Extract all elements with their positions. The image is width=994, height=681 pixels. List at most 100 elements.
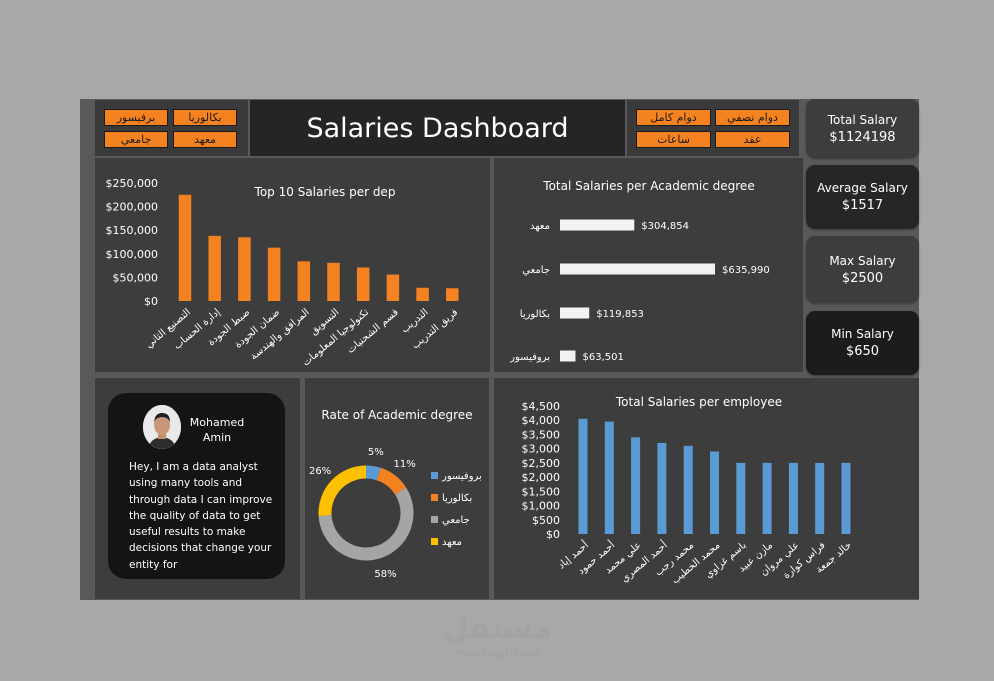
kpi-max-salary: Max Salary $2500 bbox=[806, 236, 919, 303]
degree-category-label: جامعي bbox=[522, 265, 550, 276]
legend-label: بكالوريا bbox=[442, 493, 472, 504]
kpi-label: Max Salary bbox=[829, 254, 896, 268]
avatar bbox=[143, 405, 181, 449]
y-tick-label: $0 bbox=[144, 295, 158, 308]
y-tick-label: $4,500 bbox=[522, 400, 561, 413]
dep-bar bbox=[238, 237, 251, 301]
dep-bar bbox=[327, 262, 340, 301]
employee-bar bbox=[841, 462, 851, 534]
y-tick-label: $3,000 bbox=[522, 443, 561, 456]
slicer-contract-full-time[interactable]: دوام كامل bbox=[636, 109, 711, 126]
kpi-total-salary: Total Salary $1124198 bbox=[806, 99, 919, 158]
slicer-contract-half-time[interactable]: دوام نصفي bbox=[715, 109, 790, 126]
legend-swatch bbox=[431, 494, 438, 501]
watermark: مستقل mostaql.com bbox=[430, 611, 565, 661]
y-tick-label: $3,500 bbox=[522, 428, 561, 441]
dep-bar bbox=[178, 194, 192, 301]
dep-bar bbox=[208, 235, 221, 301]
slicer-degree-bachelor[interactable]: بكالوريا bbox=[173, 109, 237, 126]
watermark-url: mostaql.com bbox=[454, 646, 541, 660]
dep-bar bbox=[267, 247, 281, 301]
kpi-label: Total Salary bbox=[827, 113, 898, 127]
donut-percent-label: 26% bbox=[309, 466, 331, 477]
employee-bar bbox=[736, 462, 746, 534]
donut-percent-label: 11% bbox=[393, 459, 415, 470]
degree-rate-chart: 5% 11% 58% 26% بروفيسور بكالوريا جامعي معهد bbox=[309, 447, 482, 580]
employee-chart-title: Total Salaries per employee bbox=[615, 395, 783, 409]
slicer-degree-institute[interactable]: معهد bbox=[173, 131, 237, 148]
dep-salary-chart-panel: Top 10 Salaries per dep $0 $50,000 $100,00… bbox=[95, 158, 490, 372]
degree-salary-chart-panel: Total Salaries per Academic degree معهد $… bbox=[494, 158, 803, 372]
kpi-value: $1124198 bbox=[829, 130, 896, 145]
employee-bar bbox=[604, 421, 614, 534]
slicer-contract-hours[interactable]: ساعات bbox=[636, 131, 711, 148]
kpi-label: Average Salary bbox=[817, 181, 908, 195]
degree-bar bbox=[560, 263, 715, 275]
legend-label: بروفيسور bbox=[441, 471, 482, 482]
legend-label: معهد bbox=[442, 537, 462, 548]
dep-bar bbox=[356, 267, 370, 301]
y-tick-label: $4,000 bbox=[522, 414, 561, 427]
page-title: Salaries Dashboard bbox=[250, 100, 625, 156]
employee-bar bbox=[683, 445, 693, 534]
legend-swatch bbox=[431, 472, 438, 479]
y-tick-label: $1,000 bbox=[522, 500, 561, 513]
y-tick-label: $2,500 bbox=[522, 457, 561, 470]
degree-value-label: $635,990 bbox=[722, 265, 770, 276]
profile-card: Mohamed Amin Hey, I am a data analyst us… bbox=[108, 393, 285, 579]
degree-bar bbox=[560, 219, 635, 231]
kpi-label: Min Salary bbox=[831, 327, 894, 341]
employee-bar bbox=[578, 418, 588, 534]
employee-salary-chart: $0$500$1,000 $1,500$2,000$2,500$3,000 $3,5… bbox=[522, 400, 854, 586]
legend-swatch bbox=[431, 538, 438, 545]
employee-bar bbox=[657, 442, 667, 534]
legend-label: جامعي bbox=[442, 515, 470, 526]
donut-slice bbox=[318, 487, 414, 561]
dep-bar bbox=[386, 274, 400, 301]
slicer-degree-professor[interactable]: برفيسور bbox=[104, 109, 168, 126]
kpi-min-salary: Min Salary $650 bbox=[806, 311, 919, 375]
degree-rate-chart-panel: Rate of Academic degree 5% 11% 58% 26% بروفي… bbox=[305, 378, 489, 599]
dep-bar bbox=[446, 288, 459, 301]
rate-chart-title: Rate of Academic degree bbox=[321, 408, 473, 422]
y-tick-label: $50,000 bbox=[113, 271, 159, 284]
profile-name: Mohamed Amin bbox=[189, 416, 245, 444]
slicer-contract-contract[interactable]: عقد bbox=[715, 131, 790, 148]
kpi-value: $2500 bbox=[841, 271, 884, 286]
profile-bio: Hey, I am a data analyst using many tool… bbox=[129, 461, 273, 571]
dep-bar bbox=[416, 287, 429, 301]
y-tick-label: $1,500 bbox=[522, 485, 561, 498]
degree-slicer: برفيسور بكالوريا جامعي معهد bbox=[95, 100, 248, 156]
degree-value-label: $63,501 bbox=[582, 352, 623, 363]
degree-bar bbox=[560, 307, 590, 319]
degree-salary-chart: معهد $304,854 جامعي $635,990 بكالوريا $119,85… bbox=[509, 219, 770, 363]
donut-slice bbox=[376, 467, 407, 495]
y-tick-label: $0 bbox=[546, 528, 560, 541]
contract-slicer: دوام كامل دوام نصفي ساعات عقد bbox=[627, 100, 799, 156]
donut-slice bbox=[365, 465, 381, 481]
employee-bar bbox=[788, 462, 798, 534]
degree-category-label: معهد bbox=[530, 221, 550, 232]
slicer-degree-university[interactable]: جامعي bbox=[104, 131, 168, 148]
y-tick-label: $500 bbox=[532, 514, 560, 527]
degree-value-label: $119,853 bbox=[596, 309, 644, 320]
employee-salary-chart-panel: Total Salaries per employee $0 $500 $1,000… bbox=[494, 378, 919, 599]
legend-swatch bbox=[431, 516, 438, 523]
employee-bar bbox=[710, 451, 719, 534]
kpi-average-salary: Average Salary $1517 bbox=[806, 165, 919, 229]
y-tick-label: $200,000 bbox=[106, 201, 159, 214]
employee-bar bbox=[631, 437, 641, 534]
employee-bar bbox=[762, 462, 772, 534]
y-tick-label: $250,000 bbox=[106, 177, 159, 190]
degree-chart-title: Total Salaries per Academic degree bbox=[543, 179, 755, 193]
watermark-logo: مستقل bbox=[442, 611, 553, 646]
donut-percent-label: 58% bbox=[374, 569, 396, 580]
degree-value-label: $304,854 bbox=[641, 221, 689, 232]
y-tick-label: $2,000 bbox=[522, 471, 561, 484]
donut-slice bbox=[318, 465, 367, 516]
y-tick-label: $150,000 bbox=[106, 224, 159, 237]
degree-category-label: بكالوريا bbox=[520, 309, 550, 320]
dep-bar bbox=[297, 261, 311, 301]
dep-chart-title: Top 10 Salaries per dep bbox=[254, 185, 396, 199]
donut-percent-label: 5% bbox=[368, 447, 384, 458]
